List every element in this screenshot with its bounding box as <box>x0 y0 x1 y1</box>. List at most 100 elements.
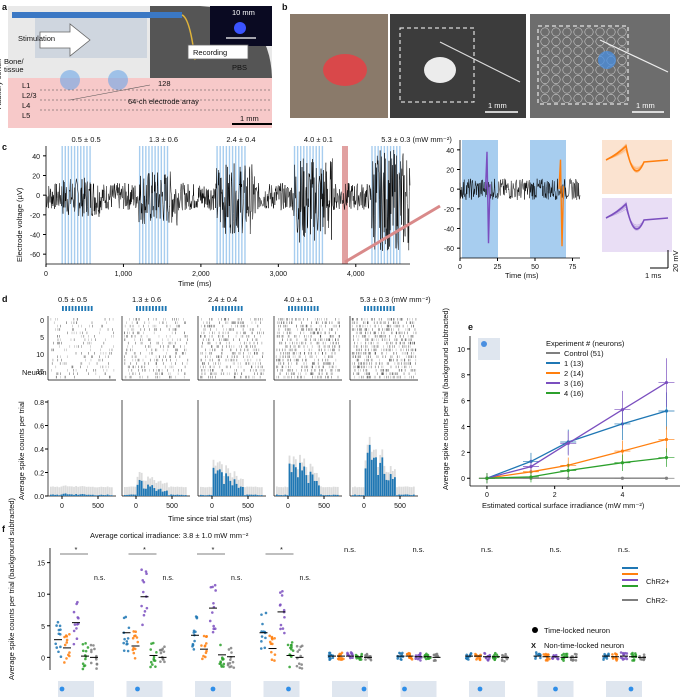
hist-sd-bar <box>202 487 204 496</box>
f-point <box>280 594 284 597</box>
hist-bar <box>292 464 295 496</box>
hist-bar <box>212 467 215 496</box>
f-point <box>279 627 282 631</box>
stim-pulse <box>142 146 144 264</box>
panel-d-raster-hist: Neuron Average spike counts per trial Ti… <box>17 295 431 523</box>
hist-bar <box>406 494 409 496</box>
hist-sd-bar <box>360 487 363 496</box>
f-point <box>159 660 162 663</box>
electrode-shank-2 <box>599 39 669 73</box>
f-point <box>123 637 126 641</box>
d-stim-pulse <box>288 306 290 311</box>
stim-pulse <box>222 146 224 264</box>
hist-sd-bar <box>246 486 248 496</box>
electrode-shank-1 <box>439 41 521 83</box>
array-label: 64-ch electrode array <box>128 97 199 106</box>
hist-sd-bar <box>356 487 358 496</box>
f-point <box>191 642 195 646</box>
hist-bar <box>62 493 65 496</box>
f-point <box>213 627 217 631</box>
led-grid-cell <box>540 27 550 37</box>
f-point <box>634 653 638 657</box>
f-point <box>90 648 93 652</box>
f-point <box>56 620 60 624</box>
zoom-trace <box>459 151 581 247</box>
hist-bar <box>227 476 230 496</box>
f-point <box>150 642 153 645</box>
f-point <box>625 657 629 661</box>
hist-bar <box>326 495 329 496</box>
led-grid-cell <box>595 75 605 84</box>
f-grid-thumb <box>58 681 94 697</box>
f-marker-legend-label: Time-locked neuron <box>544 626 610 635</box>
hist-bar <box>235 483 238 496</box>
hist-bar <box>307 482 310 496</box>
f-point <box>158 648 162 652</box>
hist-bar <box>100 494 103 496</box>
hist-sd-bar <box>282 487 285 496</box>
led-grid <box>540 27 627 103</box>
d-stim-pulse <box>304 306 306 311</box>
hist-bar <box>83 494 86 496</box>
hist-bar <box>142 488 145 496</box>
hist-bar <box>161 491 164 496</box>
f-point <box>84 657 87 661</box>
d-stim-pulse <box>142 306 145 311</box>
f-point <box>396 657 400 660</box>
hist-sd-bar <box>326 487 329 496</box>
hist-sd-bar <box>73 486 75 496</box>
d-stim-pulse <box>364 306 366 311</box>
f-grid-thumb <box>469 681 505 697</box>
panel-f-chart: Average cortical irradiance: 3.8 ± 1.0 m… <box>7 497 670 697</box>
stim-pulse <box>399 146 401 264</box>
c-xtick-label: 0 <box>44 271 48 278</box>
hist-bar <box>358 494 361 496</box>
hist-bar <box>223 483 225 496</box>
panel-b-photos: 1 mm 1 mm <box>290 14 670 118</box>
hist-sd-bar <box>252 486 255 496</box>
hist-sd-bar <box>402 486 405 496</box>
f-point <box>65 657 68 660</box>
f-point <box>298 666 302 670</box>
d-xtick-label: 0 <box>286 503 290 510</box>
led-grid-cell <box>595 94 605 103</box>
device-led <box>234 22 246 34</box>
f-point <box>131 648 135 652</box>
pbs-label: PBS <box>232 63 247 72</box>
c-ylabel: Electrode voltage (µV) <box>15 187 24 262</box>
hist-bar <box>402 494 405 496</box>
hist-bar <box>288 463 291 496</box>
hist-bar <box>242 487 244 496</box>
f-point <box>630 652 633 656</box>
led-grid-cell <box>573 56 583 65</box>
e-ytick-label: 6 <box>461 399 465 406</box>
hist-bar <box>373 457 375 496</box>
f-point <box>149 648 153 651</box>
led-grid-cell <box>540 56 550 65</box>
hist-sd-bar <box>362 487 365 496</box>
f-point <box>72 610 76 614</box>
hist-bar <box>89 494 92 496</box>
hist-bar <box>168 495 170 496</box>
scale-v-label: 20 mV <box>671 250 680 272</box>
hist-sd-bar <box>104 487 107 496</box>
raster-ytick-label: 15 <box>36 369 44 376</box>
stim-pulse <box>392 146 395 264</box>
f-marker-legend-x: X <box>531 641 536 650</box>
hist-bar <box>239 486 242 496</box>
hist-bar <box>172 494 175 496</box>
f-significance: n.s. <box>618 545 630 554</box>
f-point <box>419 659 422 662</box>
f-point <box>469 652 473 655</box>
f-point <box>126 642 129 646</box>
f-point <box>126 637 130 640</box>
f-significance: n.s. <box>481 545 493 554</box>
hist-bar <box>73 494 75 496</box>
orange-waveform-bg <box>602 140 672 194</box>
f-point <box>76 622 80 626</box>
f-ns-label: n.s. <box>163 575 174 582</box>
f-significance: n.s. <box>549 545 561 554</box>
hist-sd-bar <box>412 486 415 496</box>
led-grid-cell <box>551 56 561 65</box>
f-point <box>622 652 625 656</box>
